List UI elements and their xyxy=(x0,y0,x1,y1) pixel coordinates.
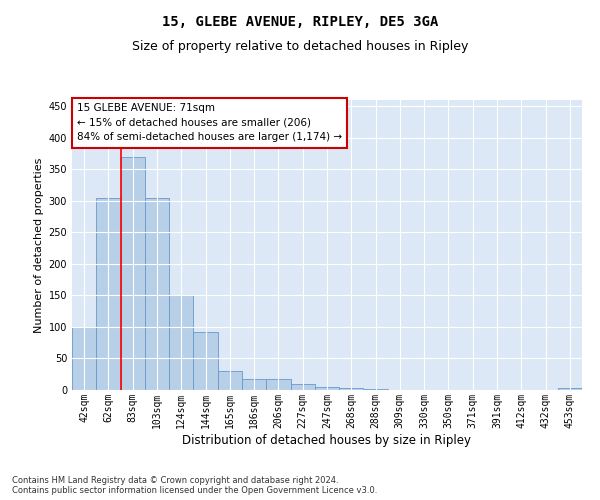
Bar xyxy=(242,378,266,390)
Text: 15, GLEBE AVENUE, RIPLEY, DE5 3GA: 15, GLEBE AVENUE, RIPLEY, DE5 3GA xyxy=(162,15,438,29)
Bar xyxy=(193,332,218,390)
Bar xyxy=(315,387,339,390)
Bar xyxy=(72,327,96,390)
Bar xyxy=(121,156,145,390)
Bar xyxy=(169,296,193,390)
Y-axis label: Number of detached properties: Number of detached properties xyxy=(34,158,44,332)
Text: 15 GLEBE AVENUE: 71sqm
← 15% of detached houses are smaller (206)
84% of semi-de: 15 GLEBE AVENUE: 71sqm ← 15% of detached… xyxy=(77,103,342,142)
Bar xyxy=(290,384,315,390)
Text: Contains public sector information licensed under the Open Government Licence v3: Contains public sector information licen… xyxy=(12,486,377,495)
X-axis label: Distribution of detached houses by size in Ripley: Distribution of detached houses by size … xyxy=(182,434,472,446)
Bar xyxy=(558,388,582,390)
Bar xyxy=(218,371,242,390)
Bar xyxy=(145,198,169,390)
Bar xyxy=(266,378,290,390)
Bar xyxy=(339,388,364,390)
Bar xyxy=(96,198,121,390)
Text: Size of property relative to detached houses in Ripley: Size of property relative to detached ho… xyxy=(132,40,468,53)
Text: Contains HM Land Registry data © Crown copyright and database right 2024.: Contains HM Land Registry data © Crown c… xyxy=(12,476,338,485)
